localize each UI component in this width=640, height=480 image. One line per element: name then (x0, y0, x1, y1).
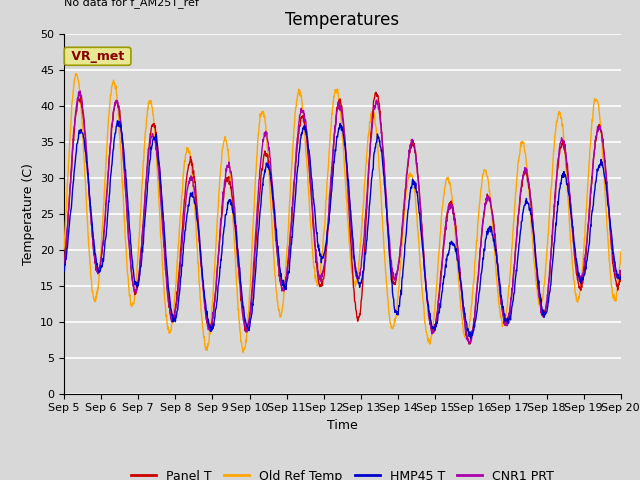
Y-axis label: Temperature (C): Temperature (C) (22, 163, 35, 264)
Text: VR_met: VR_met (67, 50, 129, 63)
Title: Temperatures: Temperatures (285, 11, 399, 29)
Legend: Panel T, Old Ref Temp, HMP45 T, CNR1 PRT: Panel T, Old Ref Temp, HMP45 T, CNR1 PRT (125, 465, 559, 480)
Text: No data for f_AM25T_ref: No data for f_AM25T_ref (64, 0, 199, 8)
X-axis label: Time: Time (327, 419, 358, 432)
